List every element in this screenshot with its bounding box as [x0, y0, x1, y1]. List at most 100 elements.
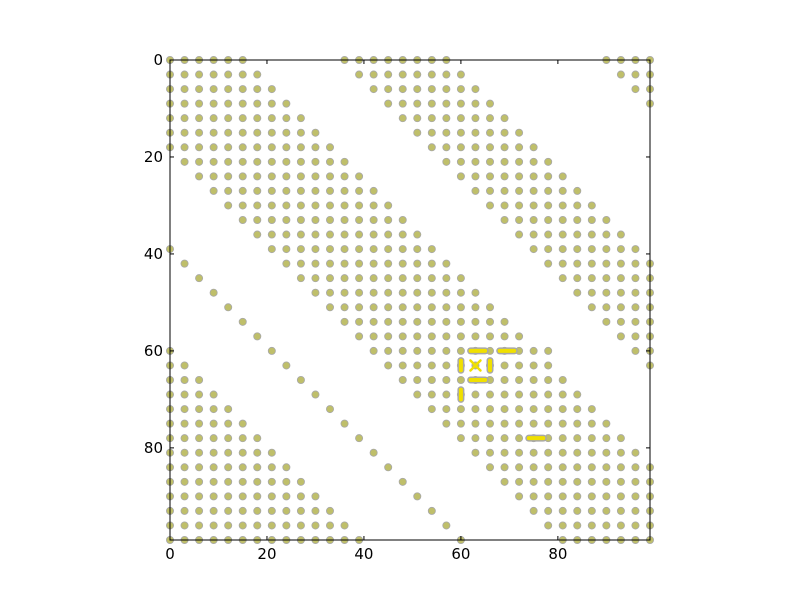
data-point	[500, 463, 509, 472]
x-tick-label: 0	[165, 545, 175, 563]
data-point	[544, 492, 553, 501]
data-point	[282, 114, 291, 123]
data-point	[325, 143, 334, 152]
data-points	[165, 56, 655, 545]
data-point	[296, 375, 305, 384]
data-point	[631, 448, 640, 457]
data-point	[485, 157, 494, 166]
data-point	[267, 463, 276, 472]
data-point	[456, 114, 465, 123]
data-point	[631, 274, 640, 283]
data-point	[442, 419, 451, 428]
data-point	[311, 259, 320, 268]
data-point	[573, 186, 582, 195]
data-point	[544, 463, 553, 472]
data-point	[616, 463, 625, 472]
data-point	[500, 128, 509, 137]
data-point	[500, 405, 509, 414]
data-point	[180, 361, 189, 370]
data-point	[631, 521, 640, 530]
data-point	[602, 215, 611, 224]
data-point	[398, 215, 407, 224]
data-point	[616, 492, 625, 501]
data-point	[224, 463, 233, 472]
data-point	[195, 85, 204, 94]
data-point	[311, 172, 320, 181]
data-point	[616, 70, 625, 79]
data-point	[413, 375, 422, 384]
data-point	[369, 201, 378, 210]
data-point	[587, 506, 596, 515]
data-point	[573, 390, 582, 399]
data-point	[282, 128, 291, 137]
data-point	[471, 332, 480, 341]
data-point	[224, 114, 233, 123]
data-point	[195, 405, 204, 414]
data-point	[325, 506, 334, 515]
data-point	[398, 245, 407, 254]
data-point	[355, 259, 364, 268]
data-point	[587, 405, 596, 414]
data-point	[355, 288, 364, 297]
data-point	[282, 215, 291, 224]
data-point	[500, 390, 509, 399]
data-point	[224, 85, 233, 94]
data-point	[529, 375, 538, 384]
data-point	[238, 70, 247, 79]
data-point	[384, 346, 393, 355]
data-point	[529, 346, 538, 355]
data-point	[558, 215, 567, 224]
data-point	[224, 70, 233, 79]
data-point	[573, 492, 582, 501]
data-point	[238, 114, 247, 123]
data-point	[355, 70, 364, 79]
data-point	[413, 85, 422, 94]
data-point	[573, 419, 582, 428]
data-point	[442, 521, 451, 530]
data-point	[544, 375, 553, 384]
data-point	[398, 230, 407, 239]
data-point	[398, 99, 407, 108]
data-point	[427, 128, 436, 137]
data-point	[616, 317, 625, 326]
data-point	[340, 303, 349, 312]
data-point	[195, 390, 204, 399]
data-point	[253, 463, 262, 472]
data-point	[544, 230, 553, 239]
x-tick-label: 40	[354, 545, 373, 563]
data-point	[224, 201, 233, 210]
data-point	[355, 230, 364, 239]
data-point	[442, 405, 451, 414]
data-point	[369, 274, 378, 283]
data-point	[573, 274, 582, 283]
data-point	[282, 143, 291, 152]
data-point	[398, 274, 407, 283]
data-point	[311, 230, 320, 239]
data-point	[544, 506, 553, 515]
data-point	[544, 172, 553, 181]
data-point	[180, 405, 189, 414]
data-point	[224, 521, 233, 530]
data-point	[282, 172, 291, 181]
data-point	[224, 172, 233, 181]
data-point	[325, 259, 334, 268]
data-point	[471, 186, 480, 195]
data-point	[427, 274, 436, 283]
data-point	[427, 245, 436, 254]
data-point	[311, 143, 320, 152]
data-point	[544, 361, 553, 370]
data-point	[180, 521, 189, 530]
data-point	[195, 434, 204, 443]
data-point	[282, 521, 291, 530]
data-point	[282, 99, 291, 108]
data-point	[442, 99, 451, 108]
data-point	[311, 506, 320, 515]
data-point	[238, 506, 247, 515]
data-point	[384, 245, 393, 254]
data-point	[267, 448, 276, 457]
x-tick-label: 60	[451, 545, 470, 563]
data-point	[209, 143, 218, 152]
data-point	[282, 259, 291, 268]
y-tick-label: 40	[144, 245, 163, 263]
data-point	[500, 186, 509, 195]
